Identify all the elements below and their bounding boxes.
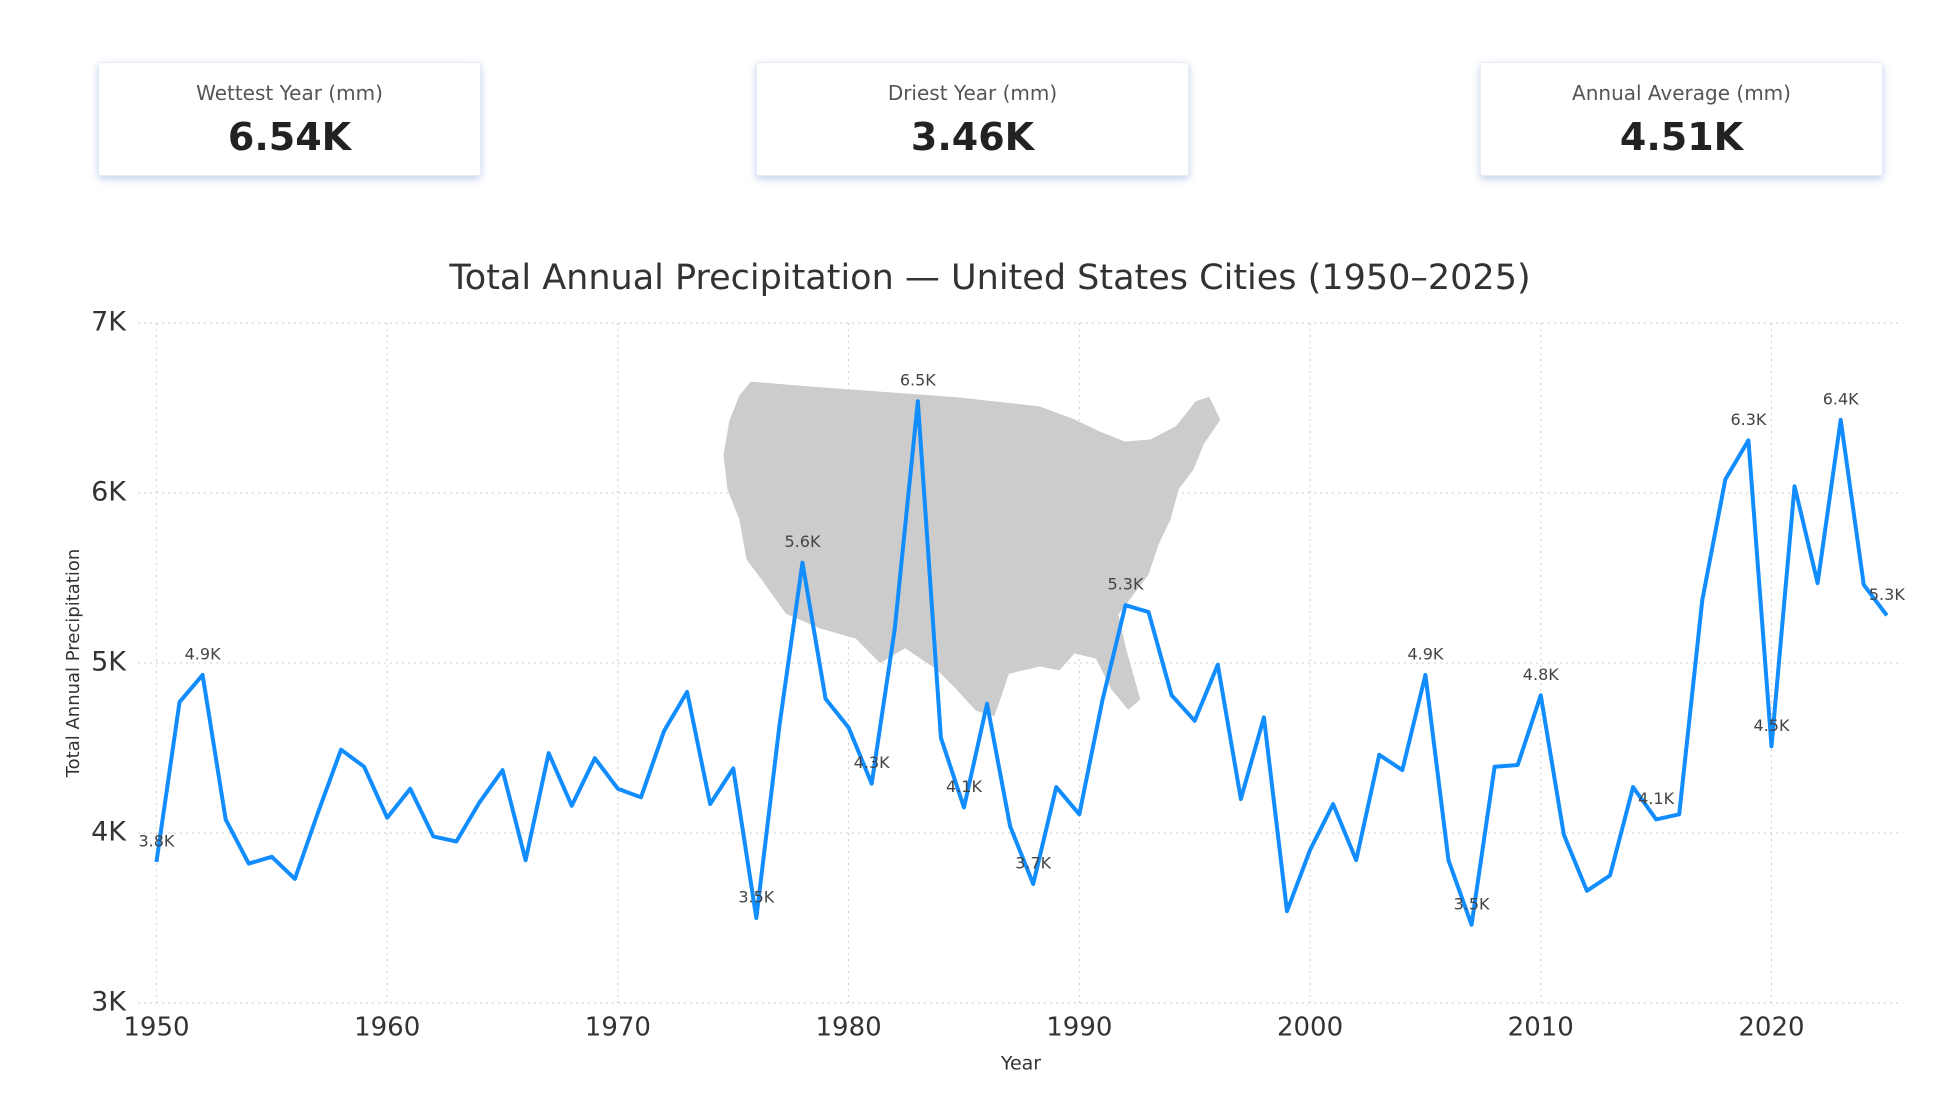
data-label: 4.8K (1523, 665, 1559, 684)
x-tick-label: 1960 (354, 1013, 420, 1043)
data-label: 5.3K (1869, 585, 1905, 604)
kpi-card: Annual Average (mm) 4.51K (1480, 62, 1883, 176)
x-tick-label: 2010 (1508, 1013, 1574, 1043)
kpi-card: Wettest Year (mm) 6.54K (98, 62, 481, 176)
kpi-value: 4.51K (1619, 115, 1744, 159)
x-tick-label: 2020 (1738, 1013, 1804, 1043)
x-tick-label: 1970 (585, 1013, 651, 1043)
y-tick-label: 5K (91, 647, 127, 678)
data-label: 3.5K (1454, 894, 1490, 913)
y-tick-label: 6K (91, 477, 127, 508)
chart-title: Total Annual Precipitation — United Stat… (448, 258, 1530, 298)
y-tick-label: 7K (91, 307, 127, 338)
kpi-label: Driest Year (mm) (887, 81, 1058, 105)
kpi-label: Wettest Year (mm) (196, 81, 383, 105)
data-label: 4.1K (946, 777, 982, 796)
data-label: 4.3K (854, 753, 890, 772)
data-label: 4.1K (1638, 789, 1674, 808)
kpi-value: 3.46K (910, 115, 1035, 159)
data-label: 5.6K (785, 532, 821, 551)
us-map (720, 378, 1224, 720)
x-tick-label: 1950 (123, 1013, 189, 1043)
y-tick-label: 3K (91, 987, 127, 1018)
kpi-label: Annual Average (mm) (1572, 81, 1791, 105)
data-line (154, 399, 1889, 927)
x-axis-title: Year (1000, 1053, 1041, 1075)
data-label: 4.9K (185, 644, 221, 663)
data-label: 3.7K (1015, 854, 1051, 873)
y-axis-title: Total Annual Precipitation (63, 549, 84, 779)
kpi-value: 6.54K (227, 115, 352, 159)
kpi-card: Driest Year (mm) 3.46K (756, 62, 1189, 176)
data-label: 6.4K (1823, 389, 1859, 408)
x-tick-label: 1990 (1046, 1013, 1112, 1043)
data-label: 3.8K (138, 831, 174, 850)
data-label: 4.9K (1407, 644, 1443, 663)
data-label: 4.5K (1754, 716, 1790, 735)
data-label: 5.3K (1108, 575, 1144, 594)
x-tick-label: 1980 (816, 1013, 882, 1043)
data-label: 6.3K (1730, 410, 1766, 429)
x-tick-label: 2000 (1277, 1013, 1343, 1043)
y-tick-label: 4K (91, 817, 127, 848)
data-label: 6.5K (900, 371, 936, 390)
data-label: 3.5K (738, 888, 774, 907)
